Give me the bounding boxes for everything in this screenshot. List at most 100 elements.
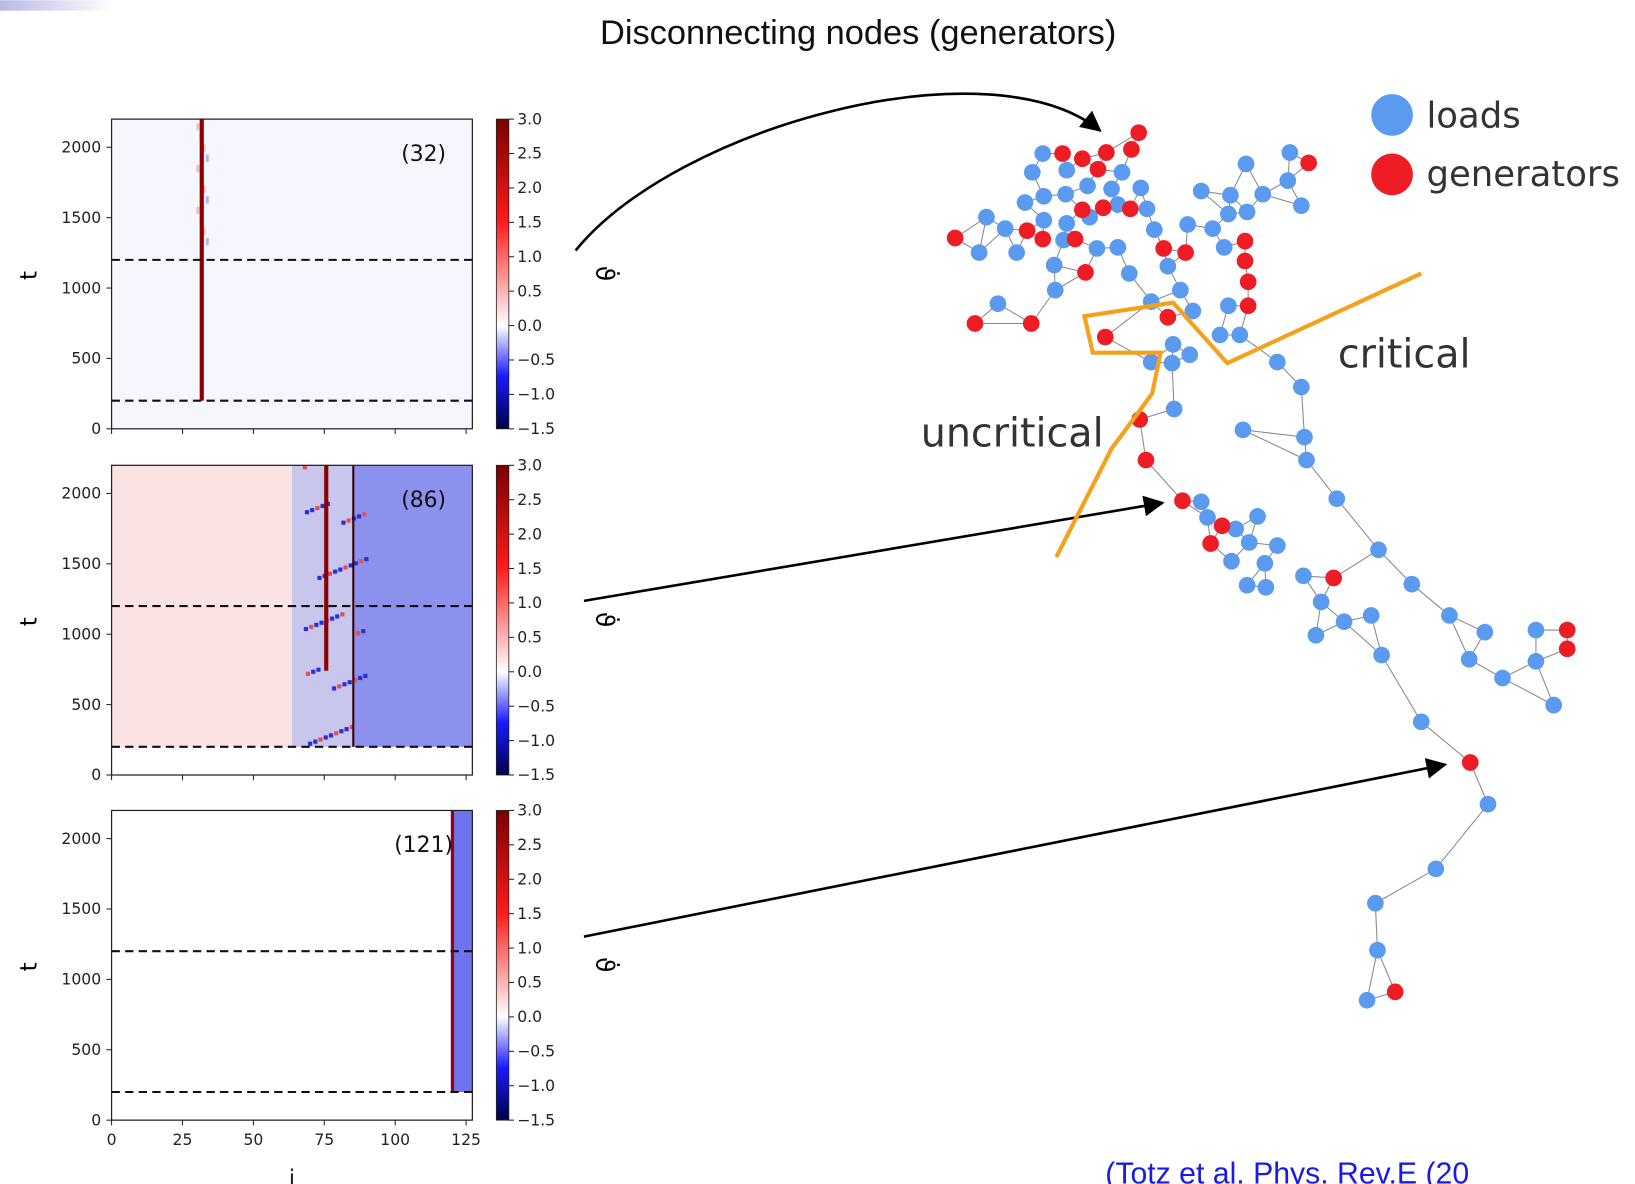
load-node: [1163, 354, 1181, 372]
generator-node: [1177, 244, 1194, 261]
generator-node: [1066, 230, 1084, 248]
network: [946, 124, 1576, 1009]
colorbar-tick-label: −1.5: [517, 419, 555, 438]
load-node: [1023, 163, 1041, 181]
generator-node: [1386, 983, 1404, 1001]
heatmap-noise: [319, 620, 324, 625]
arrow: [583, 758, 1448, 938]
load-node: [1257, 578, 1275, 596]
load-node: [1199, 509, 1216, 526]
network-edge: [1145, 459, 1183, 502]
x-tick-label: 50: [243, 1130, 263, 1149]
generator-node: [1121, 200, 1139, 218]
colorbar-label: ϑ̇: [590, 957, 620, 972]
generator-node: [1077, 264, 1094, 281]
network-edge: [1502, 677, 1554, 706]
generator-node: [1236, 252, 1254, 270]
arrow: [574, 92, 1102, 252]
y-tick-label: 0: [91, 765, 101, 784]
x-tick-label: 75: [314, 1130, 334, 1149]
y-tick-label: 1000: [61, 970, 101, 989]
heatmap-noise: [314, 622, 319, 627]
load-node: [1335, 613, 1353, 631]
load-node: [1328, 490, 1346, 508]
y-tick-label: 500: [71, 1040, 101, 1059]
y-axis-label: t: [16, 617, 42, 626]
heatmap-noise: [302, 465, 307, 470]
colorbar-tick-label: 2.0: [517, 869, 542, 888]
load-node: [1016, 194, 1034, 211]
load-node: [1238, 576, 1256, 594]
colorbar-tick-label: −0.5: [517, 1042, 555, 1061]
heatmap-noise: [363, 673, 368, 679]
load-node: [978, 208, 995, 226]
load-node: [1292, 378, 1310, 396]
generator-node: [1097, 144, 1115, 161]
heatmap-noise: [311, 669, 316, 674]
network-edge: [1420, 721, 1471, 763]
network-edge: [1375, 868, 1437, 904]
load-node: [996, 220, 1014, 237]
load-node: [1184, 302, 1202, 320]
heatmap-noise: [347, 680, 352, 685]
generator-node: [1096, 328, 1114, 346]
x-tick-label: 0: [107, 1130, 117, 1149]
colorbar-tick-label: −1.0: [517, 385, 555, 404]
heatmap-noise: [335, 614, 340, 619]
heatmap-noise: [315, 505, 320, 511]
load-node: [1035, 187, 1053, 205]
load-node: [1295, 567, 1312, 585]
generator-node: [1054, 145, 1071, 162]
generator-node: [1558, 640, 1576, 658]
colorbar-tick-label: 1.0: [517, 247, 542, 266]
colorbar-tick-label: 0.0: [517, 1007, 542, 1026]
generator-node: [1022, 315, 1040, 332]
load-node: [1132, 179, 1150, 197]
colorbar-tick-label: 2.5: [517, 835, 542, 854]
heatmap-line: [352, 465, 355, 747]
heatmap-noise: [342, 682, 347, 687]
heatmap-noise: [357, 514, 362, 519]
load-node: [1307, 626, 1325, 644]
load-node: [1165, 400, 1183, 418]
colorbar: [495, 810, 510, 1121]
load-node: [1008, 244, 1026, 261]
heatmap-noise: [202, 227, 206, 235]
heatmap-noise: [320, 503, 325, 509]
heatmap-noise: [309, 624, 314, 630]
load-node: [1362, 607, 1380, 624]
colorbar-tick-label: 1.0: [517, 593, 542, 612]
generator-node: [1202, 535, 1219, 552]
load-node: [970, 244, 988, 261]
y-tick-label: 1500: [61, 899, 101, 918]
network-edge: [1300, 387, 1305, 438]
plot-frame: [110, 809, 473, 1121]
heatmap-noise: [344, 727, 349, 732]
load-node: [1527, 652, 1545, 670]
load-node: [1035, 211, 1053, 229]
heatmap-blue: [450, 810, 473, 1092]
heatmap-noise: [333, 569, 338, 574]
heatmap-noise: [196, 123, 200, 131]
generator-node: [1018, 222, 1036, 240]
load-node: [1058, 215, 1076, 232]
legend-label: loads: [1426, 95, 1520, 136]
heatmap-noise: [343, 565, 348, 570]
colorbar: [495, 464, 510, 776]
plot-frame: [110, 464, 473, 776]
network-edge: [1366, 950, 1378, 1001]
load-node: [1159, 257, 1177, 275]
heatmaps: 0500100015002000t(32)3.02.52.01.51.00.50…: [16, 109, 620, 1149]
heatmap-noise: [337, 684, 342, 689]
panel-label: (86): [401, 488, 446, 513]
load-node: [1215, 239, 1233, 256]
heatmap-noise: [196, 206, 200, 215]
top-bar: [0, 0, 115, 11]
network-edge: [1333, 549, 1379, 579]
load-node: [1219, 297, 1237, 315]
load-node: [1057, 185, 1075, 203]
heatmap-noise: [304, 510, 310, 515]
y-tick-label: 0: [91, 1110, 101, 1129]
